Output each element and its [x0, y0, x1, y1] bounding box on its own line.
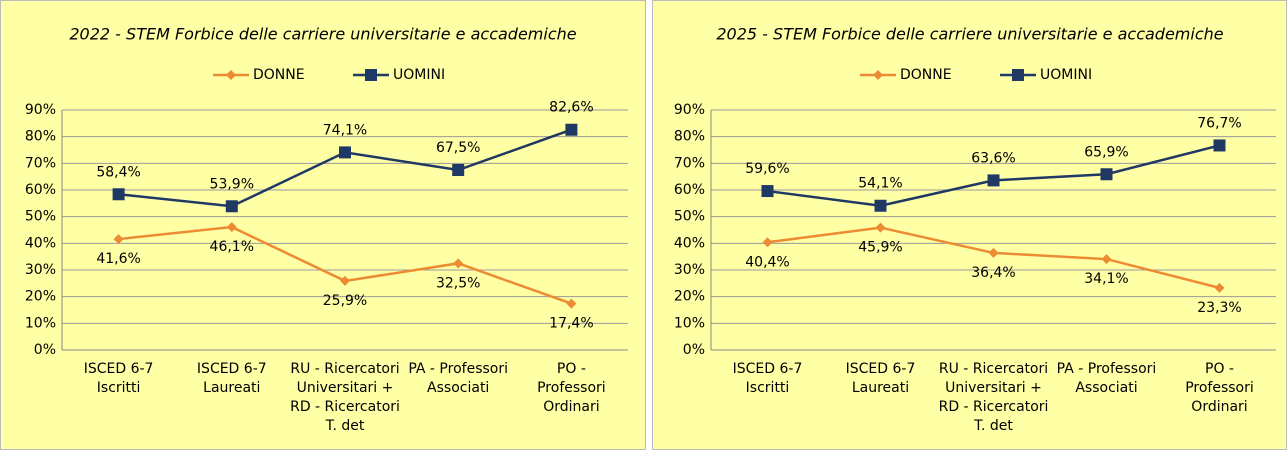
marker — [1214, 282, 1225, 293]
legend-marker — [226, 70, 236, 80]
marker — [452, 164, 465, 176]
x-tick-label: PO - Professori Ordinari — [537, 361, 606, 415]
legend-label: DONNE — [253, 67, 305, 83]
series-line — [118, 128, 572, 208]
data-label: 82,6% — [549, 100, 593, 116]
legend-label: UOMINI — [393, 67, 445, 83]
marker — [987, 174, 1000, 187]
y-tick-label: 70% — [25, 155, 56, 171]
y-tick-label: 0% — [34, 342, 56, 358]
data-label: 41,6% — [96, 251, 140, 267]
marker — [566, 298, 577, 309]
y-tick-label: 0% — [683, 342, 705, 358]
marker — [565, 123, 578, 136]
x-tick-label: RU - Ricercatori Universitari + RD - Ric… — [938, 361, 1049, 434]
marker — [339, 146, 351, 159]
data-label: 40,4% — [745, 254, 789, 270]
chart-panel — [0, 0, 646, 450]
data-label: 54,1% — [858, 176, 902, 192]
y-tick-label: 80% — [25, 129, 56, 145]
x-tick-label: ISCED 6-7 Laureati — [845, 361, 916, 396]
x-tick-label: PA - Professori Associati — [1056, 361, 1157, 396]
legend-marker — [365, 69, 377, 81]
x-tick-label: ISCED 6-7 Iscritti — [83, 361, 154, 396]
data-label: 76,7% — [1197, 115, 1241, 131]
data-label: 32,5% — [436, 275, 480, 291]
data-label: 65,9% — [1084, 144, 1128, 160]
y-tick-label: 20% — [25, 289, 56, 305]
marker — [762, 237, 773, 248]
data-label: 25,9% — [323, 293, 367, 309]
x-tick-label: ISCED 6-7 Laureati — [196, 361, 267, 396]
y-tick-label: 30% — [674, 262, 705, 278]
data-label: 17,4% — [549, 316, 593, 332]
y-tick-label: 40% — [25, 235, 56, 251]
x-tick-label: PO - Professori Ordinari — [1185, 361, 1254, 415]
y-tick-label: 10% — [25, 315, 56, 331]
data-label: 53,9% — [210, 176, 254, 192]
marker — [225, 200, 238, 213]
y-tick-label: 60% — [674, 182, 705, 198]
data-label: 63,6% — [971, 150, 1015, 166]
chart-title: 2022 - STEM Forbice delle carriere unive… — [69, 25, 576, 44]
data-label: 46,1% — [210, 239, 254, 255]
legend-label: UOMINI — [1040, 67, 1092, 83]
chart-panel — [652, 0, 1287, 450]
legend-marker — [1012, 69, 1024, 81]
data-label: 34,1% — [1084, 271, 1128, 287]
data-label: 23,3% — [1197, 300, 1241, 316]
y-tick-label: 20% — [674, 289, 705, 305]
x-tick-label: PA - Professori Associati — [408, 361, 508, 396]
chart-title: 2025 - STEM Forbice delle carriere unive… — [716, 25, 1223, 44]
data-label: 45,9% — [858, 240, 902, 256]
y-tick-label: 50% — [25, 209, 56, 225]
y-tick-label: 90% — [25, 102, 56, 118]
marker — [112, 188, 125, 201]
marker — [875, 222, 886, 233]
data-label: 74,1% — [323, 122, 367, 138]
data-label: 36,4% — [971, 265, 1015, 281]
marker — [761, 185, 774, 198]
y-tick-label: 90% — [674, 102, 705, 118]
y-tick-label: 60% — [25, 182, 56, 198]
marker — [453, 258, 464, 269]
data-label: 59,6% — [745, 161, 789, 177]
y-tick-label: 10% — [674, 315, 705, 331]
marker — [226, 222, 237, 233]
marker — [340, 275, 350, 286]
y-tick-label: 40% — [674, 235, 705, 251]
y-tick-label: 30% — [25, 262, 56, 278]
x-tick-label: RU - Ricercatori Universitari + RD - Ric… — [290, 361, 400, 434]
marker — [1101, 254, 1112, 265]
marker — [1213, 139, 1226, 152]
data-label: 58,4% — [96, 164, 140, 180]
marker — [1100, 168, 1113, 181]
legend-label: DONNE — [900, 67, 952, 83]
y-tick-label: 50% — [674, 209, 705, 225]
x-tick-label: ISCED 6-7 Iscritti — [732, 361, 803, 396]
data-label: 67,5% — [436, 140, 480, 156]
marker — [113, 234, 124, 245]
y-tick-label: 80% — [674, 129, 705, 145]
marker — [874, 199, 887, 212]
marker — [988, 247, 999, 258]
legend-marker — [873, 70, 883, 80]
y-tick-label: 70% — [674, 155, 705, 171]
